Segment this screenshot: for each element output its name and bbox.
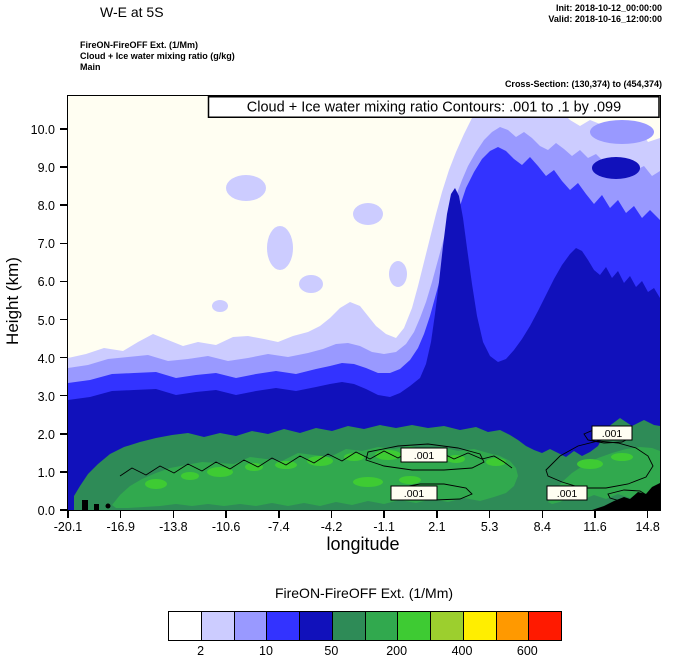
y-tick-mark: [60, 318, 67, 321]
y-tick-mark: [60, 471, 67, 473]
x-tick-label: -7.4: [268, 520, 290, 534]
x-tick-label: -4.2: [320, 520, 343, 534]
x-tick-mark: [646, 511, 649, 518]
model-info-line-2: Cloud + Ice water mixing ratio (g/kg): [80, 51, 235, 61]
x-axis-title: longitude: [326, 534, 400, 554]
y-tick-label: 10.0: [30, 123, 55, 137]
model-info: FireON-FireOFF Ext. (1/Mm) Cloud + Ice w…: [80, 40, 235, 73]
colorbar-tick-label: 600: [516, 644, 538, 658]
colorbar-tick-label: 2: [197, 644, 205, 658]
y-tick-mark: [60, 166, 67, 168]
x-tick-mark: [488, 511, 491, 518]
x-tick-label: 11.6: [583, 520, 607, 534]
colorbar-swatch: [200, 612, 234, 640]
colorbar-tick-label: 400: [451, 644, 473, 658]
y-tick-label: 5.0: [37, 313, 55, 328]
colorbar-swatch: [233, 612, 267, 640]
colorbar-tick-label: 50: [324, 644, 339, 658]
plot-title: Cloud + Ice water mixing ratio Contours:…: [247, 100, 621, 116]
y-tick-mark: [60, 433, 67, 435]
x-tick-mark: [436, 511, 438, 518]
colorbar-swatch: [462, 612, 496, 640]
y-tick-mark: [60, 128, 67, 130]
x-tick-mark: [330, 511, 333, 518]
page-title: W-E at 5S: [100, 4, 164, 20]
y-tick-label: 2.0: [37, 427, 55, 442]
colorbar-swatch: [331, 612, 365, 640]
svg-text:.001: .001: [404, 488, 425, 500]
x-tick-label: -20.1: [53, 520, 83, 534]
y-tick-label: 4.0: [37, 351, 55, 366]
x-tick-label: -13.8: [159, 520, 188, 534]
x-tick-mark: [225, 511, 227, 518]
x-tick-mark: [541, 511, 544, 518]
y-tick-label: 3.0: [37, 389, 55, 404]
svg-text:.001: .001: [557, 488, 578, 500]
x-tick-label: -16.9: [106, 520, 135, 534]
model-info-line-3: Main: [80, 62, 101, 72]
colorbar-labels: 2 10 50 200 400 600: [168, 644, 560, 660]
x-tick-mark: [119, 511, 122, 518]
colorbar-tick-label: 200: [386, 644, 408, 658]
contour-fill-darkblue: [68, 157, 660, 510]
y-tick-mark: [60, 204, 67, 206]
svg-text:.001: .001: [414, 450, 435, 462]
colorbar-swatch: [364, 612, 398, 640]
y-tick-label: 7.0: [37, 237, 55, 252]
contour-label: .001: [390, 485, 438, 501]
x-tick-mark: [172, 511, 175, 518]
colorbar-tick-label: 10: [259, 644, 273, 658]
colorbar-swatch: [397, 612, 430, 640]
x-tick-label: 14.8: [635, 520, 660, 534]
y-tick-label: 6.0: [37, 275, 55, 290]
x-axis: -20.1 -16.9 -13.8 -10.6 -7.4 -4.2 -1.1 2.1 5.3 8.…: [54, 511, 660, 551]
colorbar-title: FireON-FireOFF Ext. (1/Mm): [274, 585, 454, 601]
colorbar-swatches: [168, 611, 562, 641]
x-tick-label: 8.4: [533, 520, 551, 534]
y-tick-label: 8.0: [37, 199, 55, 214]
contour-label: .001: [400, 447, 448, 463]
x-tick-label: -10.6: [211, 520, 241, 534]
plot-area: .001 .001 .001 .001 Cloud + Ice water mi…: [67, 95, 661, 511]
y-tick-mark: [60, 242, 67, 245]
model-info-line-1: FireON-FireOFF Ext. (1/Mm): [80, 40, 199, 50]
colorbar-swatch: [266, 612, 299, 640]
init-time: Init: 2018-10-12_00:00:00: [555, 3, 662, 13]
y-axis: 0.0 1.0 2.0 3.0 4.0 5.0 6.0 7.0 8.0 9.0 10.0: [0, 96, 67, 518]
contour-plot: .001 .001 .001 .001 Cloud + Ice water mi…: [68, 96, 660, 510]
contour-label-boxes: .001 .001 .001 .001: [390, 425, 633, 501]
y-tick-mark: [60, 394, 67, 397]
x-tick-label: 5.3: [480, 520, 499, 534]
x-tick-label: -1.1: [373, 520, 395, 534]
terrain-fill: [82, 483, 660, 510]
plot-title-box: Cloud + Ice water mixing ratio Contours:…: [207, 96, 660, 118]
x-tick-mark: [278, 511, 280, 518]
y-tick-mark: [60, 356, 67, 359]
x-tick-mark: [594, 511, 596, 518]
x-tick-mark: [383, 511, 385, 518]
y-tick-label: 1.0: [37, 465, 55, 480]
x-tick-label: 2.1: [428, 520, 446, 534]
svg-text:.001: .001: [602, 428, 623, 440]
colorbar-swatch: [495, 612, 529, 640]
x-tick-mark: [67, 511, 69, 518]
cross-section-label: Cross-Section: (130,374) to (454,374): [504, 79, 662, 89]
colorbar-swatch: [430, 612, 463, 640]
y-tick-label: 9.0: [37, 161, 55, 176]
y-tick-label: 0.0: [37, 504, 55, 518]
colorbar-swatch: [169, 612, 201, 640]
contour-label: .001: [546, 485, 588, 501]
contour-label: .001: [591, 425, 633, 441]
colorbar-swatch: [299, 612, 332, 640]
valid-time: Valid: 2018-10-16_12:00:00: [548, 14, 662, 24]
run-times: Init: 2018-10-12_00:00:00 Valid: 2018-10…: [548, 3, 662, 25]
colorbar-swatch: [528, 612, 561, 640]
y-tick-mark: [60, 509, 67, 511]
y-tick-mark: [60, 280, 67, 283]
